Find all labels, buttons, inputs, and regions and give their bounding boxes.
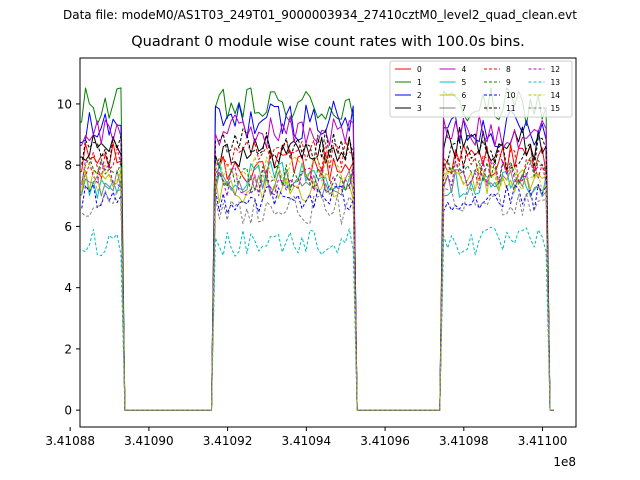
legend-label-0: 0 <box>417 65 422 74</box>
x-tick-label: 3.41100 <box>518 434 568 448</box>
y-tick-label: 2 <box>64 342 72 356</box>
legend-label-15: 15 <box>551 104 561 113</box>
legend-frame <box>389 60 573 118</box>
legend-label-14: 14 <box>551 91 561 100</box>
legend-label-8: 8 <box>506 65 511 74</box>
series-group <box>80 87 554 411</box>
x-tick-label: 3.41096 <box>360 434 410 448</box>
chart-title: Quadrant 0 module wise count rates with … <box>131 34 525 50</box>
series-line-15 <box>80 187 554 411</box>
axis-group: 3.41088 3.41090 3.41092 3.41094 3.41096 3.410… <box>45 97 567 448</box>
plot-area-background <box>80 58 576 427</box>
x-tick-label: 3.41094 <box>282 434 332 448</box>
y-tick-label: 10 <box>57 97 72 111</box>
legend-label-11: 11 <box>506 104 516 113</box>
y-tick-label: 6 <box>64 220 72 234</box>
legend-label-2: 2 <box>417 91 422 100</box>
legend-label-10: 10 <box>506 91 516 100</box>
legend-label-4: 4 <box>462 65 467 74</box>
y-tick-label: 4 <box>64 281 72 295</box>
y-tick-label: 0 <box>64 404 72 418</box>
legend-label-7: 7 <box>462 104 467 113</box>
plot-area-frame <box>79 57 577 428</box>
legend-label-9: 9 <box>506 78 511 87</box>
series-line-14 <box>80 156 554 411</box>
legend-label-12: 12 <box>551 65 561 74</box>
legend-label-5: 5 <box>462 78 467 87</box>
legend-label-3: 3 <box>417 104 422 113</box>
x-tick-label: 3.41098 <box>439 434 489 448</box>
legend-label-1: 1 <box>417 78 422 87</box>
figure-suptitle: Data file: modeM0/AS1T03_249T01_90000039… <box>63 8 577 22</box>
y-tick-label: 8 <box>64 159 72 173</box>
legend-label-13: 13 <box>551 78 561 87</box>
series-line-10 <box>80 183 554 411</box>
series-line-11 <box>80 128 554 411</box>
x-tick-label: 3.41088 <box>45 434 95 448</box>
x-offset-label: 1e8 <box>553 455 576 469</box>
x-tick-label: 3.41090 <box>124 434 174 448</box>
legend-label-6: 6 <box>462 91 467 100</box>
x-tick-label: 3.41092 <box>203 434 253 448</box>
